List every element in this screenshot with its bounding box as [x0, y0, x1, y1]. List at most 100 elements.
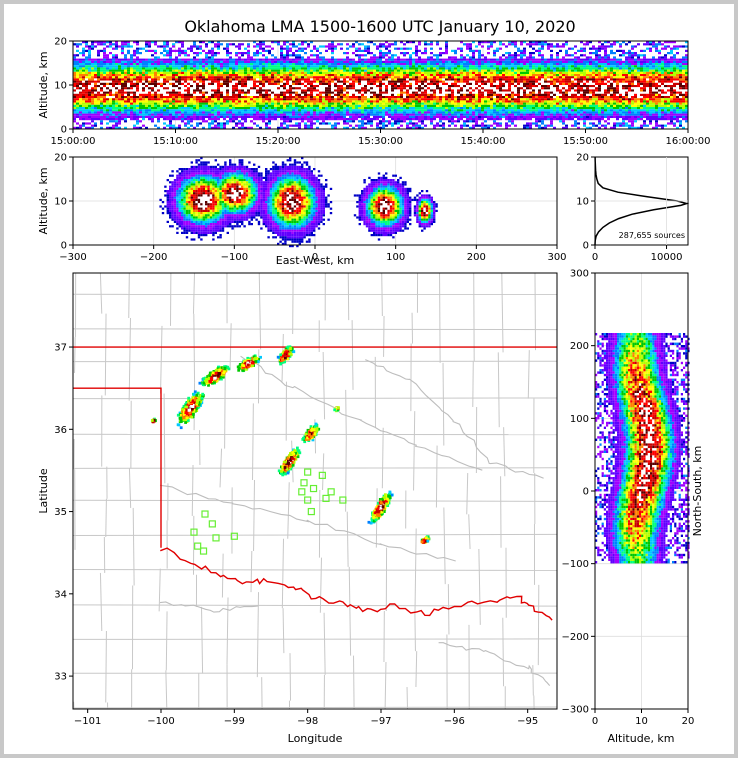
- plan-view-x-tick-4: −97: [370, 709, 392, 727]
- lma-station-marker: [298, 488, 306, 496]
- lma-station-marker: [190, 528, 198, 536]
- ew-height-ylabel: Altitude, km: [37, 167, 50, 234]
- plan-view-x-tick-0: −101: [74, 709, 101, 727]
- figure-title: Oklahoma LMA 1500-1600 UTC January 10, 2…: [184, 17, 575, 36]
- plan-view-x-tick-1: −100: [147, 709, 175, 727]
- ns-height-y-tick-4: 100: [570, 414, 595, 425]
- time-height-x-tick-6: 16:00:00: [666, 129, 710, 147]
- lma-station-marker: [322, 494, 330, 503]
- plan-view-density: [150, 345, 431, 544]
- state-border: [73, 346, 557, 621]
- altitude-histogram-ticks: 0 10000 0 10 20: [576, 153, 688, 263]
- ew-height-ticks: −300 −200 −100 0 100 200 300 0 10 20: [54, 153, 566, 264]
- storm-cell-6: [367, 490, 394, 525]
- time-height-y-tick-0: 0: [61, 125, 73, 136]
- storm-cell-3: [276, 345, 296, 366]
- time-height-y-tick-1: 10: [54, 81, 73, 92]
- ew-height-density: [73, 157, 557, 248]
- ew-height-y-tick-1: 10: [54, 197, 73, 208]
- storm-cell-4: [277, 446, 302, 477]
- ns-height-y-tick-5: 200: [570, 341, 595, 352]
- lma-stations: [190, 468, 347, 555]
- ew-height-x-tick-0: −300: [59, 245, 87, 263]
- lma-station-marker: [327, 488, 335, 496]
- time-height-density: [72, 41, 689, 129]
- time-height-panel: 15:00:00 15:10:00 15:20:00 15:30:00 15:40:00…: [37, 37, 710, 148]
- lma-station-marker: [201, 510, 209, 518]
- figure-canvas: Oklahoma LMA 1500-1600 UTC January 10, 2…: [37, 17, 710, 746]
- altitude-histogram-y-tick-2: 20: [576, 153, 595, 164]
- storm-cell-9: [150, 417, 157, 424]
- ew-height-x-tick-6: 300: [547, 245, 567, 263]
- ns-height-panel: 0 10 20 −300 −200 −100 0 100 200 300 Altitude, km…: [562, 269, 704, 746]
- storm-cell-1: [198, 365, 231, 387]
- plan-view-y-tick-0: 33: [54, 672, 73, 683]
- ns-height-y-tick-0: −300: [562, 705, 595, 716]
- plan-view-y-tick-1: 34: [54, 589, 73, 600]
- ns-height-x-tick-0: 0: [592, 709, 598, 727]
- time-height-x-tick-0: 15:00:00: [51, 129, 95, 147]
- time-height-ylabel: Altitude, km: [37, 51, 50, 118]
- time-height-x-tick-1: 15:10:00: [153, 129, 198, 147]
- storm-cell-7: [420, 535, 431, 544]
- river-lines: [159, 355, 551, 686]
- ns-height-y-tick-1: −200: [562, 632, 595, 643]
- lma-station-marker: [339, 496, 347, 504]
- altitude-histogram-x-tick-0: 0: [592, 245, 598, 263]
- ns-height-xlabel: Altitude, km: [607, 732, 674, 745]
- ns-height-x-tick-1: 10: [635, 709, 648, 727]
- storm-cell-5: [301, 422, 321, 444]
- lma-station-marker: [230, 532, 238, 540]
- plan-view-panel: −101 −100 −99 −98 −97 −96 −95 33 34 35 36 37 Longit…: [37, 272, 558, 745]
- time-height-x-tick-5: 15:50:00: [563, 129, 608, 147]
- time-height-x-tick-2: 15:20:00: [256, 129, 300, 147]
- lma-station-marker: [199, 547, 208, 555]
- ew-height-y-tick-2: 20: [54, 153, 73, 164]
- plan-view-frame: [72, 272, 558, 710]
- plan-view-x-tick-6: −95: [517, 709, 538, 727]
- storm-cell-8: [333, 406, 340, 413]
- lma-station-marker: [307, 507, 315, 516]
- lma-station-marker: [208, 520, 216, 528]
- figure-frame: Oklahoma LMA 1500-1600 UTC January 10, 2…: [4, 4, 734, 754]
- lma-station-marker: [212, 534, 220, 542]
- plan-view-x-tick-2: −99: [224, 709, 245, 727]
- altitude-histogram-y-tick-1: 10: [576, 197, 595, 208]
- lma-station-marker: [304, 468, 312, 476]
- storm-cell-0: [176, 390, 205, 430]
- ew-height-panel: −300 −200 −100 0 100 200 300 0 10 20 East-West, k…: [37, 153, 567, 268]
- storm-cell-2: [236, 354, 262, 373]
- ns-height-y-tick-3: 0: [583, 487, 595, 498]
- time-height-ticks: 15:00:00 15:10:00 15:20:00 15:30:00 15:40:00…: [51, 37, 711, 148]
- altitude-histogram-y-tick-0: 0: [583, 241, 595, 252]
- ew-height-x-tick-3: 0: [312, 245, 318, 263]
- lma-station-marker: [304, 496, 312, 504]
- plan-view-x-tick-3: −98: [297, 709, 318, 727]
- ns-height-x-tick-2: 20: [682, 709, 694, 727]
- altitude-histogram-panel: 0 10000 0 10 20 287,655 sources: [576, 153, 690, 263]
- lma-station-marker: [194, 542, 202, 550]
- plan-view-x-tick-5: −96: [444, 709, 465, 727]
- source-count-annotation: 287,655 sources: [619, 231, 685, 240]
- time-height-x-tick-4: 15:40:00: [461, 129, 505, 147]
- plan-view-ticks: −101 −100 −99 −98 −97 −96 −95 33 34 35 36 37: [54, 343, 538, 727]
- altitude-histogram-x-tick-1: 10000: [651, 245, 682, 263]
- ew-height-xlabel: East-West, km: [276, 254, 354, 267]
- ew-height-x-tick-4: 100: [386, 245, 405, 263]
- ew-height-x-tick-5: 200: [467, 245, 486, 263]
- ns-height-density: [595, 273, 690, 709]
- time-height-y-tick-2: 20: [54, 37, 73, 48]
- lma-station-marker: [318, 471, 326, 479]
- ns-height-ticks: 0 10 20 −300 −200 −100 0 100 200 300: [562, 269, 695, 728]
- county-boundaries: [73, 273, 557, 709]
- ew-height-x-tick-1: −200: [140, 245, 167, 263]
- lma-station-marker: [300, 479, 308, 487]
- plan-view-y-tick-2: 35: [54, 507, 73, 518]
- ew-height-y-tick-0: 0: [61, 241, 73, 252]
- ns-height-ylabel: North-South, km: [691, 446, 704, 537]
- lma-station-marker: [309, 484, 318, 493]
- ns-height-y-tick-6: 300: [570, 269, 595, 280]
- ns-height-y-tick-2: −100: [562, 559, 595, 570]
- plan-view-ylabel: Latitude: [37, 468, 50, 514]
- time-height-x-tick-3: 15:30:00: [358, 129, 403, 147]
